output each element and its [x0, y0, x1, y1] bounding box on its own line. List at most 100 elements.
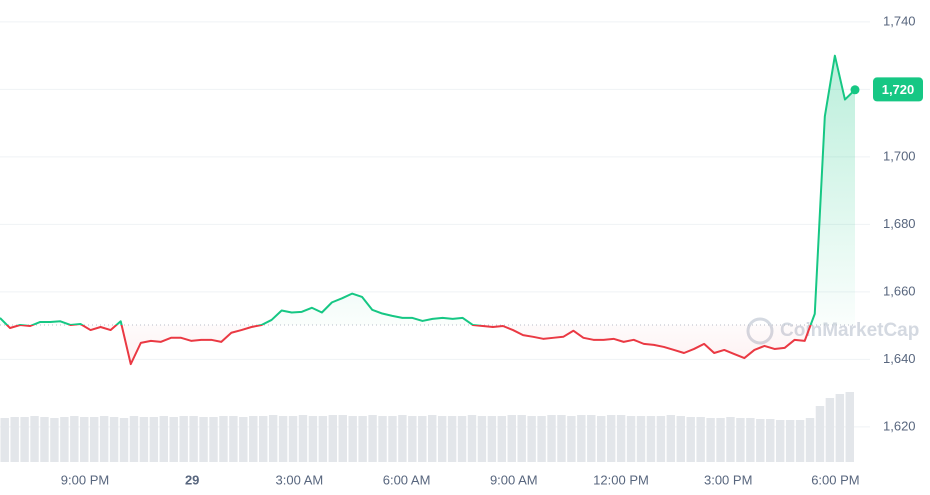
- volume-bar: [815, 406, 825, 462]
- volume-bar: [308, 416, 318, 462]
- volume-bar: [80, 417, 89, 462]
- volume-bar: [199, 417, 208, 462]
- volume-bar: [209, 417, 218, 462]
- volume-bar: [40, 417, 49, 462]
- volume-bar: [785, 420, 795, 462]
- volume-bar: [159, 416, 169, 462]
- volume-bar: [318, 416, 328, 462]
- volume-bar: [249, 416, 258, 462]
- volume-bar: [298, 415, 308, 462]
- volume-bar: [0, 418, 9, 462]
- volume-bar: [477, 416, 487, 462]
- volume-bar: [437, 416, 447, 462]
- volume-bar: [716, 418, 725, 462]
- volume-bar: [358, 416, 367, 462]
- volume-bar: [577, 415, 586, 462]
- volume-bar: [825, 398, 835, 462]
- volume-bar: [70, 416, 79, 462]
- watermark: CoinMarketCap: [780, 320, 919, 341]
- volume-bar: [189, 416, 198, 462]
- volume-bar: [179, 416, 188, 462]
- y-tick-label: 1,680: [883, 216, 916, 231]
- volume-bar: [20, 417, 29, 462]
- volume-bar: [408, 416, 417, 462]
- volume-bar: [119, 418, 129, 462]
- x-tick-label: 9:00 PM: [61, 472, 109, 487]
- volume-bar: [348, 416, 357, 462]
- volume-bar: [109, 417, 119, 462]
- volume-bar: [736, 418, 745, 462]
- volume-bar: [30, 416, 39, 462]
- volume-bar: [537, 416, 546, 462]
- volume-bar: [557, 415, 566, 462]
- volume-bar: [507, 415, 516, 462]
- volume-bar: [388, 416, 397, 462]
- volume-bar: [418, 416, 427, 462]
- volume-bar: [99, 416, 109, 462]
- volume-bar: [835, 394, 845, 462]
- volume-bar: [587, 415, 596, 462]
- x-tick-label: 6:00 AM: [383, 472, 431, 487]
- volume-bar: [746, 418, 755, 462]
- volume-bar: [547, 415, 556, 462]
- x-tick-label: 3:00 AM: [276, 472, 324, 487]
- x-tick-label: 3:00 PM: [704, 472, 752, 487]
- volume-bar: [428, 415, 437, 462]
- last-price-dot: [850, 85, 860, 95]
- volume-bar: [775, 420, 785, 462]
- volume-bar: [60, 417, 69, 462]
- volume-bar: [368, 415, 377, 462]
- volume-bar: [636, 416, 646, 462]
- volume-bar: [50, 418, 59, 462]
- volume-bar: [288, 416, 298, 462]
- price-area: [0, 55, 855, 365]
- volume-bar: [606, 415, 616, 462]
- volume-bar: [805, 418, 815, 462]
- y-tick-label: 1,700: [883, 148, 916, 163]
- price-badge-label: 1,720: [882, 82, 915, 97]
- volume-bar: [229, 416, 238, 462]
- volume-bar: [467, 415, 477, 462]
- volume-bar: [726, 417, 735, 462]
- volume-bar: [89, 417, 99, 462]
- volume-bar: [378, 416, 387, 462]
- volume-bar: [149, 417, 159, 462]
- volume-bar: [706, 418, 715, 462]
- y-tick-label: 1,640: [883, 351, 916, 366]
- volume-bar: [656, 416, 666, 462]
- volume-bar: [457, 416, 467, 462]
- x-tick-label: 9:00 AM: [490, 472, 538, 487]
- y-tick-label: 1,660: [883, 283, 916, 298]
- volume-bar: [795, 420, 805, 462]
- volume-bar: [328, 415, 338, 462]
- volume-bar: [278, 416, 288, 462]
- volume-bar: [258, 416, 268, 462]
- volume-bar: [517, 415, 526, 462]
- volume-bar: [646, 416, 656, 462]
- volume-bar: [686, 417, 695, 462]
- volume-bar: [338, 415, 347, 462]
- x-tick-label: 29: [185, 472, 199, 487]
- x-tick-label: 6:00 PM: [811, 472, 859, 487]
- volume-bar: [239, 417, 248, 462]
- volume-bar: [626, 416, 636, 462]
- x-tick-label: 12:00 PM: [593, 472, 649, 487]
- y-tick-label: 1,740: [883, 13, 916, 28]
- volume-bar: [447, 416, 457, 462]
- price-badge: [873, 77, 923, 102]
- volume-bar: [567, 416, 576, 462]
- volume-bar: [527, 416, 536, 462]
- volume-bar: [696, 417, 705, 462]
- volume-bar: [845, 392, 854, 462]
- volume-bar: [497, 416, 507, 462]
- volume-bar: [268, 415, 278, 462]
- volume-bar: [129, 416, 139, 462]
- volume-bar: [487, 416, 497, 462]
- volume-bar: [666, 415, 676, 462]
- price-line: [0, 54, 856, 366]
- volume-bar: [139, 417, 149, 462]
- volume-bar: [756, 419, 765, 462]
- volume-bar: [766, 419, 775, 462]
- volume-bar: [398, 415, 407, 462]
- volume-bar: [10, 417, 19, 462]
